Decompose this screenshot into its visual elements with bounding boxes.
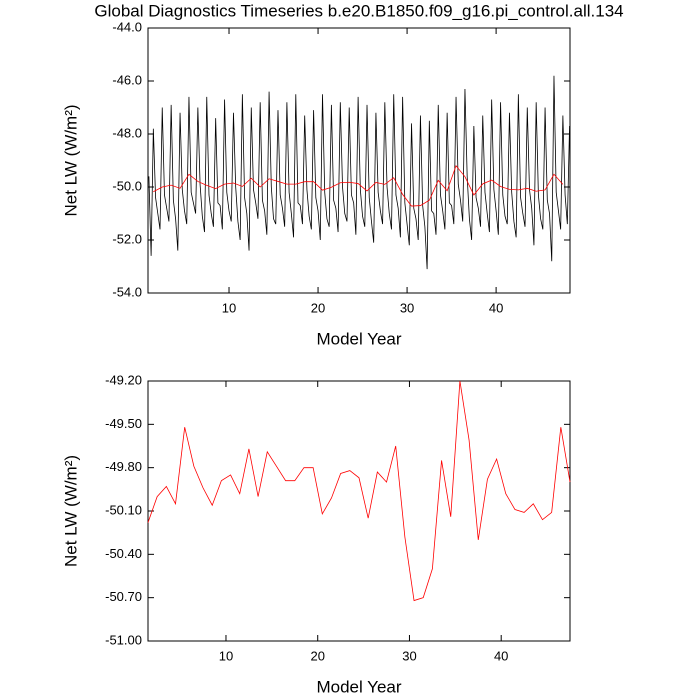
y-tick-label: -50.10 [105, 502, 142, 517]
chart-title: Global Diagnostics Timeseries b.e20.B185… [94, 1, 623, 20]
plot-frame [147, 380, 571, 642]
x-tick-label: 40 [494, 648, 508, 663]
x-axis-label: Model Year [316, 329, 401, 348]
data-line [153, 165, 564, 207]
y-tick-label: -49.50 [105, 416, 142, 431]
y-tick-label: -46.0 [112, 72, 142, 87]
data-line [148, 75, 570, 270]
x-axis-label: Model Year [316, 677, 401, 696]
x-tick-label: 10 [219, 648, 233, 663]
x-tick-label: 40 [489, 300, 503, 315]
x-tick-label: 10 [222, 300, 236, 315]
y-tick-label: -51.00 [105, 632, 142, 647]
data-line [147, 380, 571, 602]
y-tick-label: -50.70 [105, 589, 142, 604]
x-tick-label: 20 [311, 300, 325, 315]
y-tick-label: -50.40 [105, 546, 142, 561]
x-tick-label: 30 [400, 300, 414, 315]
y-tick-label: -54.0 [112, 284, 142, 299]
plot-frame [147, 27, 571, 294]
y-tick-label: -49.20 [105, 372, 142, 387]
y-tick-label: -52.0 [112, 231, 142, 246]
y-tick-label: -48.0 [112, 125, 142, 140]
y-axis-label: Net LW (W/m²) [61, 455, 80, 567]
x-tick-label: 30 [402, 648, 416, 663]
y-tick-label: -50.0 [112, 178, 142, 193]
y-tick-label: -44.0 [112, 19, 142, 34]
y-axis-label: Net LW (W/m²) [61, 104, 80, 216]
y-tick-label: -49.80 [105, 459, 142, 474]
x-tick-label: 20 [310, 648, 324, 663]
